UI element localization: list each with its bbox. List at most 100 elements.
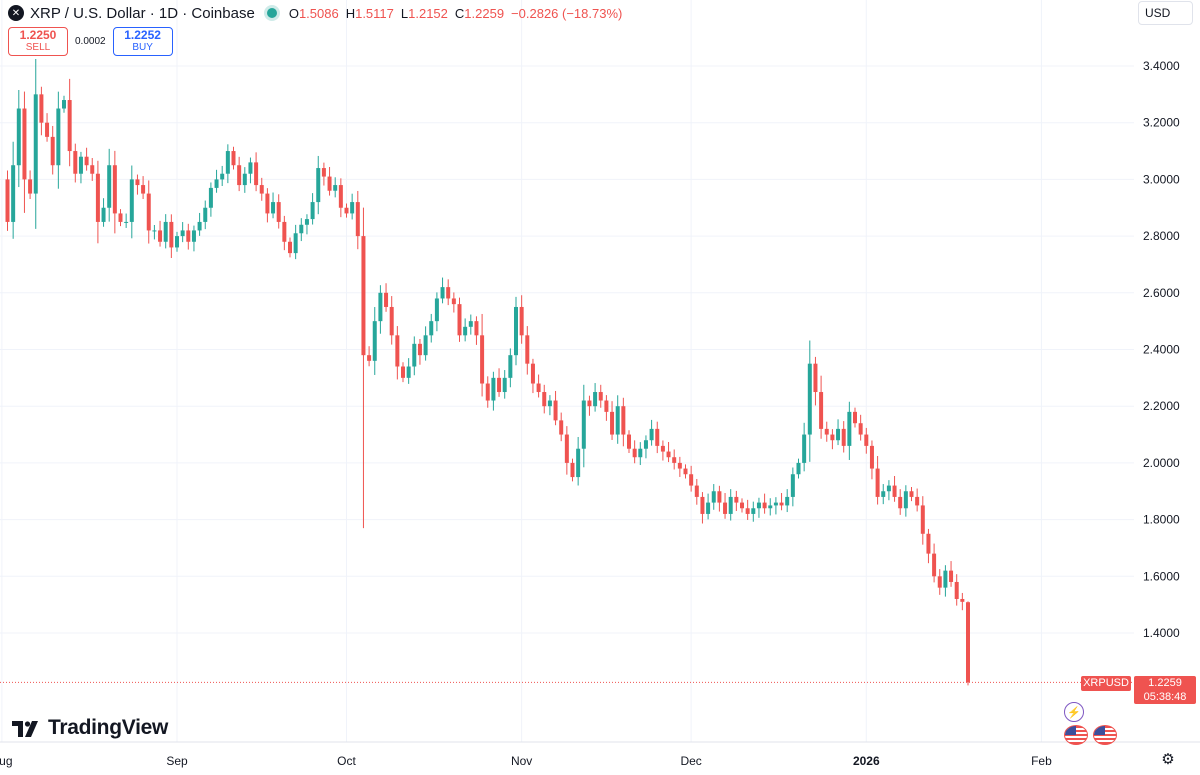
candle xyxy=(841,421,846,453)
candle-body xyxy=(350,202,355,214)
x-tick-label: Oct xyxy=(337,754,356,768)
candle-body xyxy=(542,392,547,407)
candle xyxy=(378,285,383,334)
gear-icon[interactable]: ⚙ xyxy=(1161,750,1175,768)
candle xyxy=(163,214,168,249)
us-flag-icon[interactable] xyxy=(1064,725,1088,745)
candle xyxy=(107,148,112,222)
candle-body xyxy=(824,428,829,435)
candle-body xyxy=(847,411,852,446)
candle-body xyxy=(649,428,654,441)
price-axis[interactable]: 3.4000 3.2000 3.0000 2.8000 2.6000 2.4000 2.20… xyxy=(1143,59,1180,640)
buy-button[interactable]: 1.2252 BUY xyxy=(112,27,173,56)
x-logo-icon[interactable]: ✕ xyxy=(8,5,24,21)
candle xyxy=(909,486,914,502)
candle xyxy=(593,383,598,412)
candle-body xyxy=(389,306,394,336)
candle-body xyxy=(39,94,44,123)
candle xyxy=(819,375,824,439)
candle-body xyxy=(756,502,761,509)
candle xyxy=(406,358,411,384)
candle-body xyxy=(559,420,564,435)
candle-body xyxy=(819,392,824,429)
candle xyxy=(203,200,208,230)
candle-body xyxy=(33,94,38,194)
candle-body xyxy=(796,462,801,475)
candle xyxy=(39,86,44,136)
candle-body xyxy=(197,221,202,231)
candlestick-series xyxy=(5,59,970,686)
y-tick-label: 1.4000 xyxy=(1143,626,1180,640)
candle-body xyxy=(677,462,682,469)
us-flag-icon[interactable] xyxy=(1093,725,1117,745)
candle-body xyxy=(547,400,552,407)
x-tick-label: Sep xyxy=(166,754,188,768)
candle xyxy=(265,188,270,223)
spread-value: 0.0002 xyxy=(75,36,106,47)
candle-body xyxy=(50,136,55,166)
candle-body xyxy=(655,428,660,446)
candle-body xyxy=(723,502,728,514)
candle-body xyxy=(355,202,360,237)
candle-body xyxy=(203,207,208,222)
candle-body xyxy=(310,202,315,220)
candle xyxy=(836,419,841,446)
candle-body xyxy=(886,485,891,492)
candle-body xyxy=(909,491,914,497)
candle xyxy=(186,223,191,250)
candle xyxy=(830,429,835,450)
candle xyxy=(514,296,518,366)
flash-icon[interactable]: ⚡ xyxy=(1064,702,1084,722)
candle xyxy=(446,279,451,306)
candle xyxy=(474,316,479,345)
candle xyxy=(858,414,863,441)
time-axis[interactable]: Aug Sep Oct Nov Dec 2026 Feb xyxy=(0,741,1200,768)
candle-body xyxy=(107,165,112,208)
market-status-icon xyxy=(266,8,277,18)
candle-body xyxy=(423,335,428,356)
candle xyxy=(954,574,959,606)
candle xyxy=(45,113,50,142)
candle-body xyxy=(762,502,767,509)
open-label: O xyxy=(288,5,299,21)
candle xyxy=(214,169,219,193)
candle xyxy=(564,426,569,475)
candle-body xyxy=(463,326,468,336)
candle xyxy=(463,318,468,342)
candle-body xyxy=(491,377,496,401)
candle xyxy=(412,336,417,376)
candle xyxy=(197,212,202,236)
candle xyxy=(728,489,733,521)
candle-body xyxy=(966,602,970,683)
candle-body xyxy=(864,434,869,446)
candle xyxy=(853,407,857,428)
candle xyxy=(943,565,948,597)
candle xyxy=(937,569,942,595)
candle xyxy=(304,214,309,235)
candle xyxy=(73,143,78,183)
candle-body xyxy=(570,462,575,478)
sell-button[interactable]: 1.2250 SELL xyxy=(8,27,68,56)
candle-body xyxy=(892,485,897,497)
candle-body xyxy=(672,457,677,463)
candle-body xyxy=(293,233,298,254)
chart-title[interactable]: XRP / U.S. Dollar · 1D · Coinbase xyxy=(30,4,255,22)
currency-selector[interactable]: USD xyxy=(1138,1,1193,25)
candle-body xyxy=(530,363,535,384)
candle xyxy=(672,449,677,470)
candle xyxy=(62,95,66,113)
candle-body xyxy=(519,306,524,336)
candle xyxy=(242,167,247,193)
candle xyxy=(881,484,886,505)
candle-body xyxy=(869,445,874,469)
candle-body xyxy=(508,355,513,378)
candle-body xyxy=(282,221,287,242)
candle xyxy=(112,150,117,234)
tradingview-logo[interactable]: TradingView xyxy=(12,716,168,740)
candle-body xyxy=(564,434,569,463)
candle-body xyxy=(271,202,276,214)
candle xyxy=(621,397,626,447)
low-label: L xyxy=(400,5,409,21)
candle-body xyxy=(627,434,631,449)
